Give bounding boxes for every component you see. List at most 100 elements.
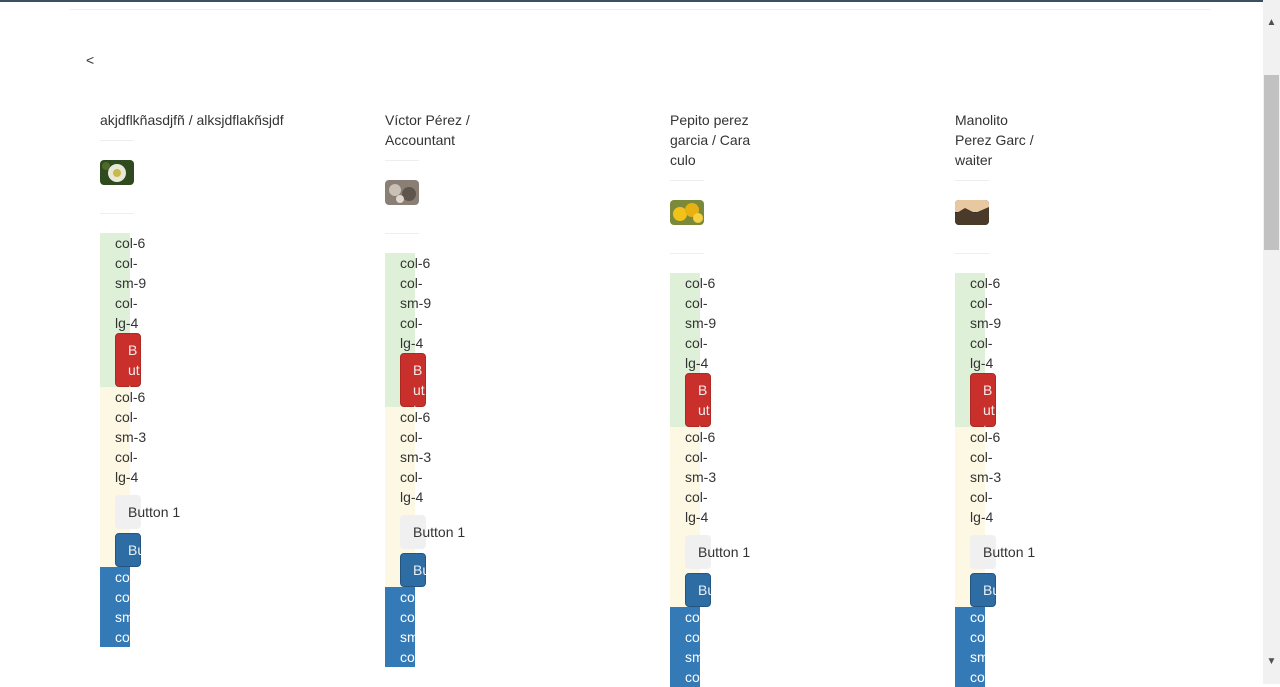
divider [670,253,704,254]
cell-text: col- [115,449,138,465]
yellow-flowers-photo-icon [670,200,704,225]
cell-text: lg-4 [685,355,709,371]
avatar [955,200,989,225]
yellow-cell: col-6 col- sm-3 col- lg-4 Button 1 Butto… [385,407,465,587]
cell-text: col-6 [970,429,1001,445]
cell-text: col-6 [115,235,146,251]
cell-text: col-6 [400,589,415,605]
cell-text: sm-3 [115,429,147,445]
avatar [385,180,419,205]
divider [385,160,419,161]
danger-button[interactable]: Button 1 [970,373,996,478]
divider [955,253,989,254]
divider [955,180,989,181]
avatar [670,200,704,225]
cell-text: col- [685,335,708,351]
cell-text: col- [115,629,130,645]
cell-text: col- [685,295,708,311]
divider [385,233,419,234]
cell-text: sm-3 [400,449,432,465]
employee-name: akjdflkñasdjfñ / alksjdflakñsjdf [100,112,284,128]
primary-button[interactable]: Button 1 [685,573,750,607]
employee-card: Víctor Pérez / Accountant col-6 col- sm-… [385,110,605,667]
cell-text: col- [400,275,423,291]
cell-text: col- [115,409,138,425]
default-button[interactable]: Button 1 [685,535,750,569]
cell-text: col-6 [400,255,431,271]
cell-text: col- [685,449,708,465]
cell-text: sm-3 [970,469,1002,485]
green-cell: col-6 col- sm-9 col- lg-4 Button 1 [100,233,146,438]
green-cell: col-6 col- sm-9 col- lg-4 Button 1 [385,253,431,458]
cell-text: lg-4 [400,335,424,351]
cell-text: lg-4 [970,509,994,525]
cell-text: col- [115,295,138,311]
blue-cell: col-6 col- sm-9 col- [670,607,700,687]
scrollbar-thumb[interactable] [1264,75,1279,250]
cell-text: col- [685,489,708,505]
cell-text: col- [970,629,985,645]
cell-text: col- [400,429,423,445]
employee-card: akjdflkñasdjfñ / alksjdflakñsjdf col-6 c… [100,110,320,647]
cell-text: col- [115,589,130,605]
cell-text: sm-9 [970,649,985,665]
avatar [100,160,134,185]
yellow-cell: col-6 col- sm-3 col- lg-4 Button 1 Butto… [670,427,750,607]
flower-photo-icon [100,160,134,185]
default-button[interactable]: Button 1 [115,495,180,529]
back-link[interactable]: < [86,52,95,68]
cell-text: sm-9 [115,609,130,625]
cell-text: col- [115,255,138,271]
cell-text: col- [400,649,415,665]
cell-text: sm-3 [685,469,717,485]
vertical-scrollbar[interactable]: ▲ ▼ [1263,0,1280,684]
cell-text: lg-4 [115,469,139,485]
cell-text: col- [685,629,700,645]
cell-text: lg-4 [115,315,139,331]
danger-button[interactable]: Button 1 [400,353,426,458]
employee-name: Víctor Pérez / Accountant [385,112,470,148]
cell-text: col- [400,469,423,485]
cell-text: col-6 [685,429,716,445]
cell-text: col- [685,669,700,685]
scroll-up-arrow-icon[interactable]: ▲ [1266,17,1277,28]
cell-text: col- [970,489,993,505]
top-border [0,0,1263,2]
green-cell: col-6 col- sm-9 col- lg-4 Button 1 [670,273,716,478]
divider [100,213,134,214]
cell-text: col- [970,295,993,311]
primary-button[interactable]: Button 1 [970,573,1035,607]
yellow-cell: col-6 col- sm-3 col- lg-4 Button 1 Butto… [955,427,1035,607]
primary-button[interactable]: Button 1 [400,553,465,587]
default-button[interactable]: Button 1 [970,535,1035,569]
rock-photo-icon [385,180,419,205]
cell-text: sm-9 [685,649,700,665]
cell-text: col-6 [400,409,431,425]
danger-button[interactable]: Button 1 [685,373,711,478]
cell-text: sm-9 [685,315,717,331]
cell-text: col-6 [115,389,146,405]
employee-card: Manolito Perez Garc / waiter col-6 col- … [955,110,1175,687]
cell-text: sm-9 [115,275,147,291]
cell-text: col-6 [970,609,985,625]
divider [100,140,134,141]
cell-text: lg-4 [970,355,994,371]
landscape-photo-icon [955,200,989,225]
cell-text: col- [970,669,985,685]
cell-text: col- [400,315,423,331]
cell-text: col-6 [970,275,1001,291]
employee-name: Pepito perez garcia / Cara culo [670,112,751,168]
default-button[interactable]: Button 1 [400,515,465,549]
blue-cell: col-6 col- sm-9 col- [955,607,985,687]
blue-cell: col-6 col- sm-9 col- [100,567,130,647]
green-cell: col-6 col- sm-9 col- lg-4 Button 1 [955,273,1001,478]
employee-card: Pepito perez garcia / Cara culo col-6 co… [670,110,890,687]
cell-text: lg-4 [400,489,424,505]
divider [670,180,704,181]
danger-button[interactable]: Button 1 [115,333,141,438]
cell-text: col- [400,609,415,625]
cell-text: col-6 [685,275,716,291]
primary-button[interactable]: Button 1 [115,533,180,567]
cell-text: col- [970,335,993,351]
scroll-down-arrow-icon[interactable]: ▼ [1266,656,1277,667]
